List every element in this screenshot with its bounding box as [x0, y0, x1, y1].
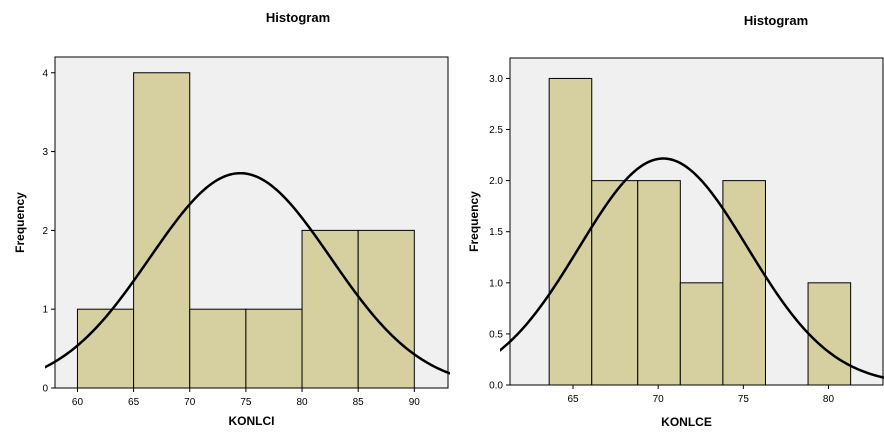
chart1-ytick-label-4: 2.0 — [489, 176, 503, 187]
chart0-xtick-label-4: 80 — [296, 397, 308, 408]
chart1-bar-5 — [807, 282, 852, 386]
chart0-xtick-label-5: 85 — [353, 397, 365, 408]
chart0-bar-2 — [189, 308, 247, 389]
histogram-konlci-svg: 0 1 2 3 4 60 65 70 75 80 85 90 Histogram KONLCI Freque… — [13, 10, 458, 428]
chart1-xtick-label-3: 80 — [823, 394, 835, 405]
chart0-xtick-label-6: 90 — [409, 397, 421, 408]
chart0-ytick-label-2: 2 — [42, 226, 48, 237]
chart1-ytick-label-6: 3.0 — [489, 74, 503, 85]
chart1-ylabel: Frequency — [467, 191, 481, 252]
chart1-xtick-label-0: 65 — [567, 394, 579, 405]
chart1-ytick-label-1: 0.5 — [489, 329, 503, 340]
chart0-bar-0 — [76, 308, 135, 389]
chart0-xlabel: KONLCI — [229, 414, 275, 428]
histogram-konlce-svg: 0.0 0.5 1.0 1.5 2.0 2.5 3.0 65 70 75 80 Histogram KO… — [467, 13, 884, 429]
chart1-normal-curve — [500, 157, 884, 379]
chart1-xtick-label-1: 70 — [653, 394, 665, 405]
chart1-bar-2 — [637, 180, 681, 386]
chart0-bar-4 — [301, 229, 359, 389]
chart1-xlabel: KONLCE — [661, 415, 712, 429]
chart0-ytick-label-0: 0 — [42, 384, 48, 395]
chart1-ytick-label-0: 0.0 — [489, 381, 503, 392]
chart1-ytick-label-3: 1.5 — [489, 227, 503, 238]
chart1-bar-1 — [591, 180, 639, 386]
chart1-ytick-label-5: 2.5 — [489, 125, 503, 136]
chart0-title: Histogram — [266, 10, 330, 25]
histogram-konlci: 0 1 2 3 4 60 65 70 75 80 85 90 Histogram KONLCI Freque… — [13, 10, 458, 428]
chart0-bar-3 — [245, 308, 303, 389]
chart1-bar-3 — [679, 282, 724, 386]
chart0-ytick-label-1: 1 — [42, 305, 48, 316]
chart0-bar-1 — [133, 72, 191, 389]
chart0-ytick-label-3: 3 — [42, 147, 48, 158]
chart0-bar-5 — [357, 229, 415, 389]
chart0-xtick-label-3: 75 — [240, 397, 252, 408]
histogram-konlce: 0.0 0.5 1.0 1.5 2.0 2.5 3.0 65 70 75 80 Histogram KO… — [452, 0, 884, 432]
chart1-bar-0 — [548, 77, 593, 386]
chart0-xtick-label-2: 70 — [184, 397, 196, 408]
chart1-ytick-label-2: 1.0 — [489, 278, 503, 289]
chart1-xtick-label-2: 75 — [738, 394, 750, 405]
chart1-title: Histogram — [744, 13, 808, 28]
chart0-xtick-label-0: 60 — [72, 397, 84, 408]
chart1-bar-4 — [722, 180, 766, 386]
chart0-ytick-label-4: 4 — [42, 68, 48, 79]
chart0-ylabel: Frequency — [13, 192, 27, 253]
chart0-normal-curve — [45, 171, 458, 378]
chart0-xtick-label-1: 65 — [128, 397, 140, 408]
